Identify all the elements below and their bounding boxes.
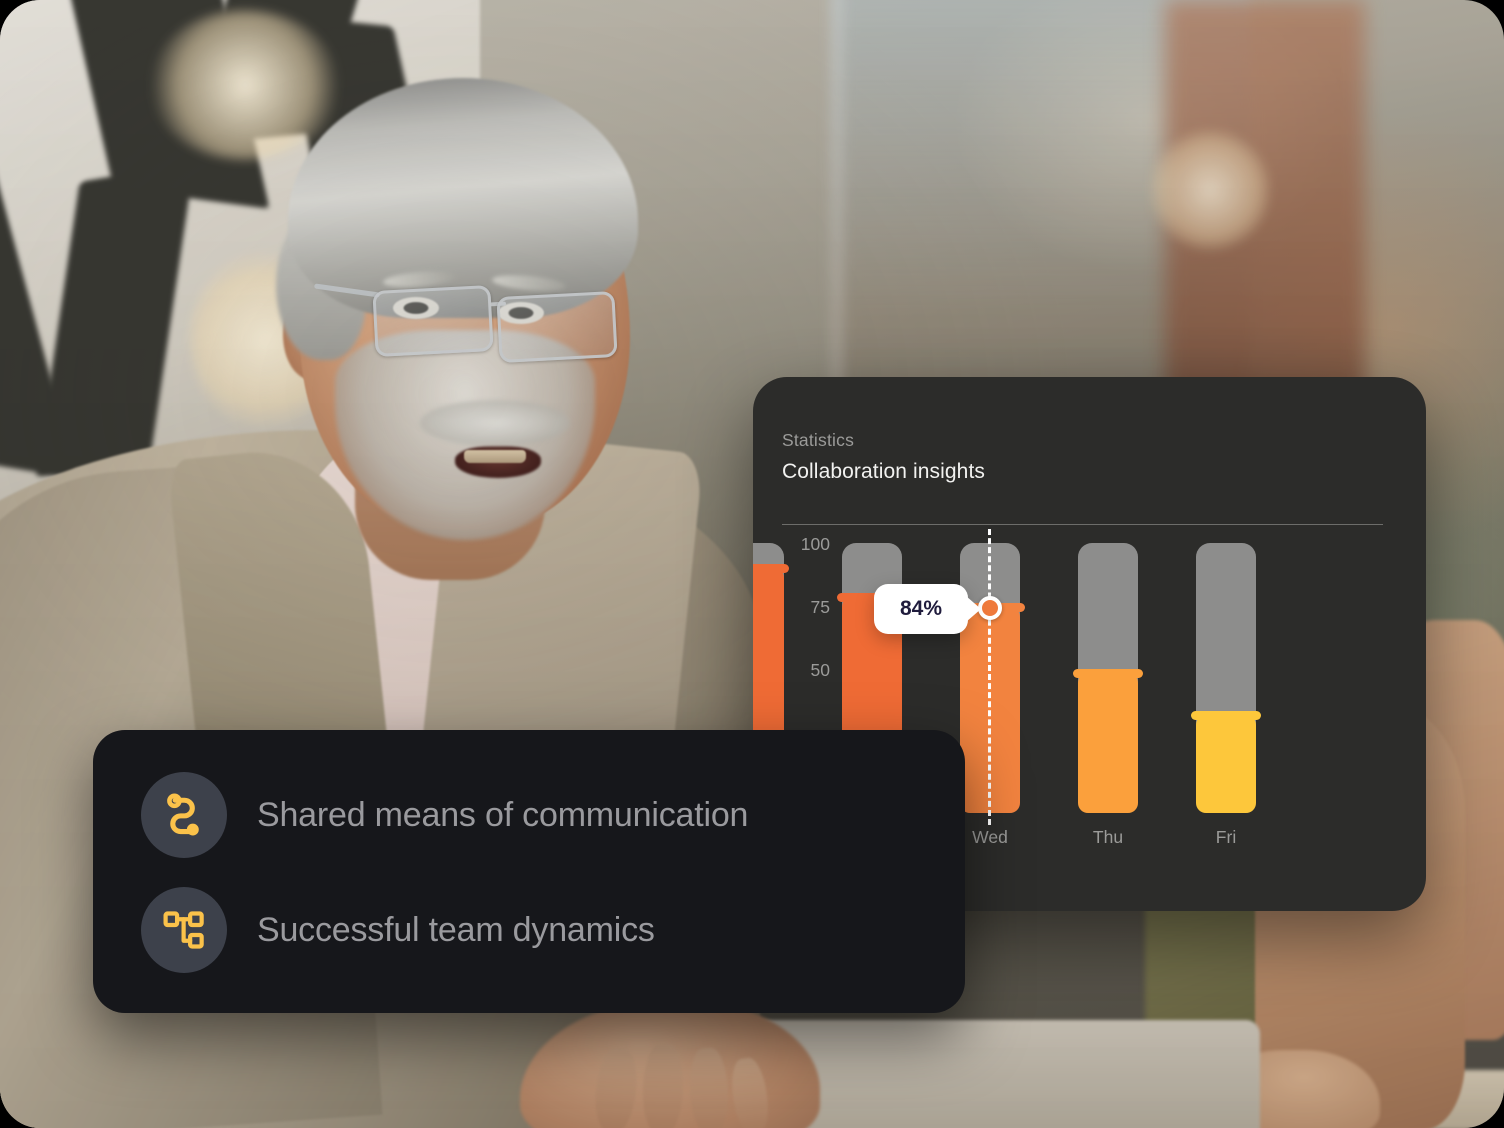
- bar-column-wed[interactable]: Wed 84%: [873, 529, 1025, 847]
- list-item[interactable]: Successful team dynamics: [141, 887, 917, 973]
- chart-tooltip: 84%: [873, 584, 968, 634]
- y-tick-100: 100: [800, 534, 830, 554]
- list-item-label: Shared means of communication: [257, 795, 749, 834]
- hover-marker-dot[interactable]: [978, 596, 1002, 620]
- bar-cap: [837, 593, 907, 602]
- insights-card: Shared means of communication Successful…: [93, 730, 965, 1013]
- x-tick-thu: Thu: [1092, 827, 1124, 847]
- route-icon: [141, 772, 227, 858]
- x-tick-wed: Wed: [972, 827, 1008, 847]
- y-axis: 100 75 50: [782, 534, 840, 813]
- list-item-label: Successful team dynamics: [257, 910, 655, 949]
- y-tick-75: 75: [810, 597, 830, 617]
- bar-cap: [1073, 669, 1143, 678]
- hover-indicator-line: [988, 529, 991, 825]
- statistics-eyebrow: Statistics: [782, 430, 855, 450]
- statistics-divider: [782, 524, 1383, 525]
- bar-fill-fri: [1196, 715, 1256, 813]
- bar-cap: [753, 564, 789, 573]
- x-tick-fri: Fri: [1215, 827, 1237, 847]
- bar-fill-thu: [1078, 673, 1138, 813]
- bar-column-thu[interactable]: Thu: [1073, 543, 1143, 847]
- bar-column-fri[interactable]: Fri: [1191, 543, 1261, 847]
- bar-cap: [1191, 711, 1261, 720]
- statistics-card: Statistics Collaboration insights 100 75…: [753, 377, 1426, 911]
- y-tick-50: 50: [810, 660, 830, 680]
- list-item[interactable]: Shared means of communication: [141, 772, 917, 858]
- hierarchy-icon: [141, 887, 227, 973]
- statistics-title: Collaboration insights: [782, 460, 985, 483]
